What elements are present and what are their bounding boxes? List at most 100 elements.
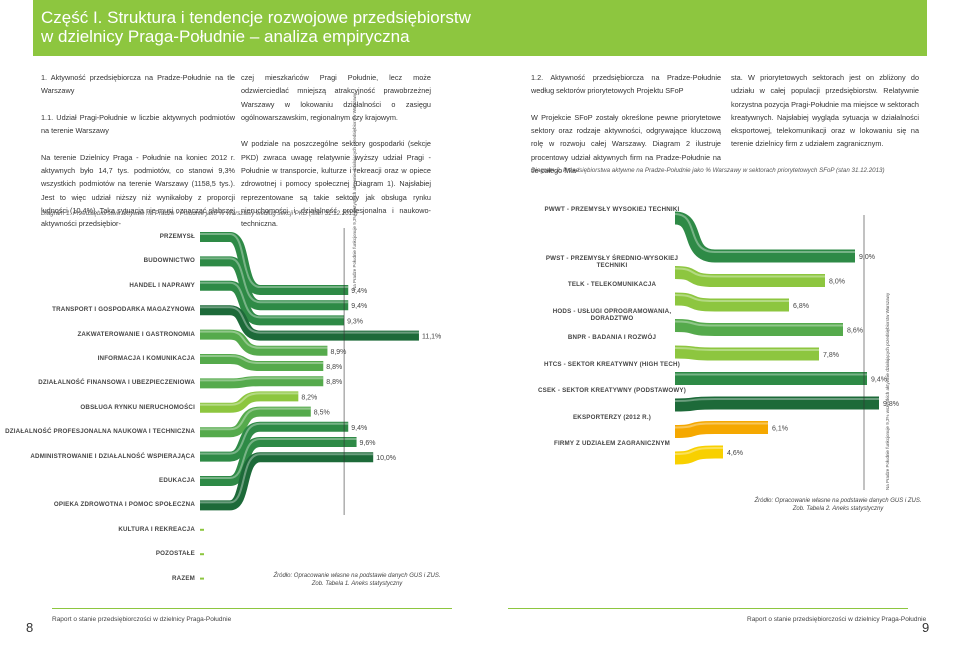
text-column-3: 1.2. Aktywność przedsiębiorcza na Pradze… — [531, 71, 721, 191]
diagram1-bar-highlight — [200, 438, 357, 479]
diagram2-value-label: 9,0% — [859, 254, 875, 261]
diagram2-caption: Diagram 2. Przedsiębiorstwa aktywne na P… — [531, 167, 885, 174]
text-column-1: 1. Aktywność przedsiębiorcza na Pradze-P… — [41, 71, 235, 244]
diagram1-bar-highlight — [200, 392, 299, 406]
diagram1-bar-highlight — [200, 306, 419, 334]
diagram2-category-label: PWST - PRZEMYSŁY ŚREDNIO-WYSOKIEJ TECHNI… — [545, 254, 679, 269]
diagram1-bar — [200, 452, 374, 511]
diagram2-bar — [674, 345, 819, 361]
diagram2-value-label: 6,1% — [772, 426, 788, 433]
diagram2-category-label: FIRMY Z UDZIAŁEM ZAGRANICZNYM — [553, 440, 671, 447]
diagram1-bar — [200, 232, 349, 295]
diagram2-bar-highlight — [674, 267, 825, 278]
diagram2-source-line2: Zob. Tabela 2. Aneks statystyczny — [792, 506, 884, 512]
page-number-right: 9 — [922, 620, 930, 635]
text-column-2: czej mieszkańców Pragi Południe, lecz mo… — [241, 71, 431, 244]
diagram1-bar — [200, 421, 349, 462]
diagram1-category-label: DZIAŁALNOŚĆ PROFESJONALNA NAUKOWA I TECH… — [5, 428, 195, 436]
diagram1-value-label: 11,1% — [422, 334, 441, 341]
diagram2-value-label: 6,8% — [793, 303, 809, 310]
diagram2-bar — [673, 211, 855, 263]
diagram1-category-label: INFORMACJA I KOMUNIKACJA — [97, 355, 195, 362]
diagram2-bar — [674, 396, 879, 412]
paragraph-5: sta. W priorytetowych sektorach jest on … — [731, 73, 919, 149]
diagram2-category-label: HODS - USŁUGI OPROGRAMOWANIA, DORADZTWO — [552, 307, 672, 322]
diagram1-category-label: EDUKACJA — [159, 477, 195, 484]
diagram2-bar — [674, 445, 723, 465]
diagram2-value-label: 7,8% — [823, 352, 839, 359]
diagram2-category-label: BNPR - BADANIA I ROZWÓJ — [567, 334, 657, 341]
diagram2-bar-highlight — [674, 320, 843, 327]
diagram1-category-label: HANDEL I NAPRAWY — [129, 281, 195, 289]
diagram1-value-label: 8,9% — [330, 349, 346, 356]
diagram1-bar-highlight — [200, 233, 349, 288]
diagram1-bar — [200, 406, 311, 438]
diagram1-bar — [200, 391, 299, 413]
chapter-header: Część I. Struktura i tendencje rozwojowe… — [33, 0, 927, 56]
paragraph-4: W Projekcie SFoP zostały określone pewne… — [531, 112, 721, 176]
diagram1-source-line2: Zob. Tabela 1. Aneks statystyczny — [311, 581, 403, 587]
diagram1-value-label: 8,2% — [301, 394, 317, 401]
diagram2-source-line1: Źródło: Opracowanie własne na podstawie … — [754, 498, 922, 504]
diagram2-bar — [674, 319, 843, 336]
diagram1-bar-highlight — [200, 422, 349, 455]
diagram2-category-label: TELK - TELEKOMUNIKACJA — [567, 281, 657, 288]
diagram2-category-label: PWWT - PRZEMYSŁY WYSOKIEJ TECHNIKI — [544, 206, 680, 213]
diagram2-bar-highlight — [674, 294, 789, 302]
diagram2-category-label: HTCS - SEKTOR KREATYWNY (HIGH TECH) — [544, 360, 680, 368]
diagram1-value-label: 9,4% — [351, 303, 367, 310]
diagram1-bar — [200, 354, 324, 371]
diagram1-vertical-note: Na Pradze Południe funkcjonuje 9,3% wszy… — [352, 92, 357, 290]
diagram2-value-label: 9,4% — [871, 377, 887, 384]
diagram2-value-label: 8,6% — [847, 328, 863, 335]
diagram1-bar — [200, 376, 324, 389]
diagram1-category-label: ZAKWATEROWANIE I GASTRONOMIA — [77, 330, 195, 338]
paragraph-1: Na terenie Dzielnicy Praga - Południe na… — [41, 152, 235, 229]
diagram1-bar-highlight — [200, 407, 311, 431]
diagram2-source: Źródło: Opracowanie własne na podstawie … — [748, 497, 928, 513]
diagram1-category-label: OBSŁUGA RYNKU NIERUCHOMOŚCI — [80, 403, 195, 411]
diagram2-category-label: CSEK - SEKTOR KREATYWNY (PODSTAWOWY) — [537, 387, 687, 394]
diagram2-value-label: 9,8% — [883, 401, 899, 408]
footer-text-right: Raport o stanie przedsiębiorczości w dzi… — [747, 616, 927, 623]
diagram1-bar-highlight — [200, 377, 324, 382]
diagram1-bar-highlight — [200, 453, 374, 504]
diagram1-source: Źródło: Opracowanie własne na podstawie … — [262, 572, 452, 588]
diagram1-bar — [200, 280, 345, 326]
diagram1-category-label: ADMINISTROWANIE I DZIAŁALNOŚĆ WSPIERAJĄC… — [30, 452, 195, 460]
diagram2-value-label: 8,0% — [829, 279, 845, 286]
diagram1-value-label: 8,5% — [314, 410, 330, 417]
diagram2-bar-highlight — [674, 422, 768, 429]
diagram1-value-label: 9,3% — [347, 318, 363, 325]
diagram1-bar — [200, 329, 328, 356]
diagram1-value-label: 10,0% — [376, 455, 396, 462]
diagram1-value-label: 9,6% — [360, 440, 376, 447]
diagram2-bar — [674, 421, 768, 438]
diagram2-bar-highlight — [674, 447, 723, 455]
diagram2-bar-highlight — [674, 398, 879, 402]
diagram1-bar-highlight — [200, 355, 324, 364]
diagram1-bar-highlight — [200, 281, 345, 319]
diagram1-caption: Diagram 1. Przedsiębiorstwa aktywne na P… — [41, 210, 358, 217]
diagram1-value-label: 8,8% — [326, 364, 342, 371]
diagram1-category-label: KULTURA I REKREACJA — [118, 525, 195, 533]
chapter-title-line2: w dzielnicy Praga-Południe – analiza emp… — [41, 27, 410, 46]
diagram1-category-label: DZIAŁALNOŚĆ FINANSOWA I UBEZPIECZENIOWA — [38, 379, 195, 387]
footer-rule-right — [508, 608, 908, 609]
diagram1-source-line1: Źródło: Opracowanie własne na podstawie … — [273, 573, 441, 579]
diagram2-bar — [674, 266, 825, 287]
paragraph-2: czej mieszkańców Pragi Południe, lecz mo… — [241, 73, 431, 122]
diagram1-bar-highlight — [200, 330, 328, 349]
diagram2-vertical-note: Na Pradze Południe funkcjonuje 9,3% wszy… — [885, 292, 890, 490]
diagram1-bar-highlight — [200, 257, 349, 304]
diagram1-category-label: RAZEM — [172, 574, 195, 582]
footer-rule-left — [52, 608, 452, 609]
text-column-4: sta. W priorytetowych sektorach jest on … — [731, 71, 919, 164]
diagram1-bar — [200, 305, 419, 341]
diagram1-value-label: 9,4% — [351, 288, 367, 295]
diagram1-category-label: OPIEKA ZDROWOTNA I POMOC SPOŁECZNA — [53, 501, 195, 509]
diagram1-bar — [200, 256, 349, 311]
footer-text-left: Raport o stanie przedsiębiorczości w dzi… — [52, 616, 232, 623]
diagram1-bar — [200, 437, 357, 486]
